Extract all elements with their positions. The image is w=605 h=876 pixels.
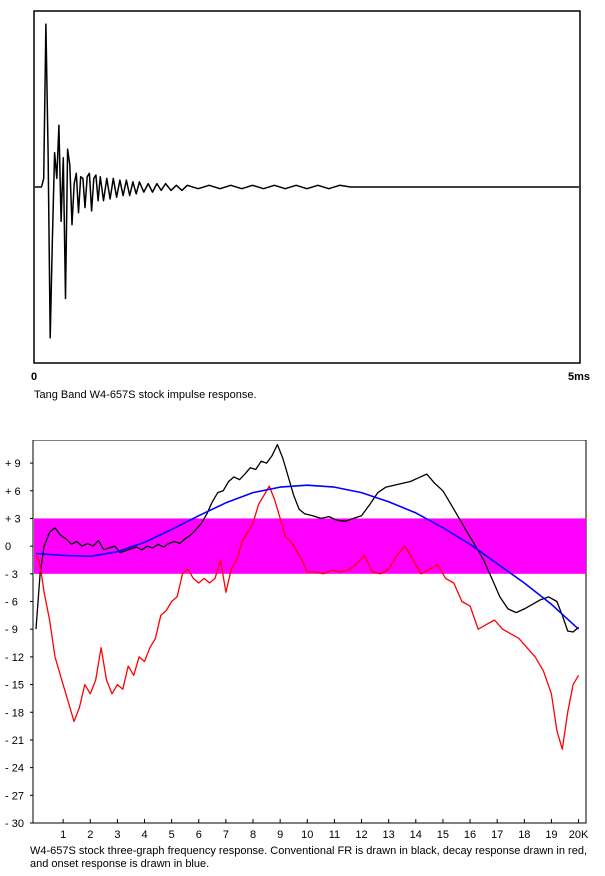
- x-tick-label: 9: [277, 829, 283, 841]
- x-tick-label: 4: [141, 829, 147, 841]
- y-tick-label: - 21: [5, 735, 24, 747]
- impulse-x-start-label: 0: [31, 371, 38, 383]
- y-tick-label: - 9: [5, 624, 18, 636]
- x-tick-label: 5: [169, 829, 175, 841]
- y-tick-label: - 15: [5, 680, 24, 692]
- y-tick-label: - 3: [5, 569, 18, 581]
- x-tick-label: 12: [355, 829, 367, 841]
- x-tick-label: 20K: [569, 829, 589, 841]
- y-tick-label: - 18: [5, 707, 24, 719]
- tolerance-band: [34, 518, 586, 574]
- decay-response-line: [35, 485, 580, 750]
- y-tick-label: + 3: [5, 513, 21, 525]
- x-tick-label: 10: [301, 829, 313, 841]
- y-tick-label: - 24: [5, 763, 24, 775]
- freq-plot-background: [32, 440, 587, 824]
- frequency-caption: W4-657S stock three-graph frequency resp…: [30, 845, 588, 870]
- impulse-caption: Tang Band W4-657S stock impulse response…: [34, 389, 257, 401]
- y-tick-label: - 30: [5, 818, 24, 830]
- y-tick-label: + 9: [5, 458, 21, 470]
- x-tick-label: 2: [87, 829, 93, 841]
- impulse-x-end-label: 5ms: [568, 371, 591, 383]
- x-tick-label: 16: [464, 829, 476, 841]
- y-tick-label: - 27: [5, 790, 24, 802]
- impulse-series-line: [35, 23, 579, 339]
- frequency-response-line: [35, 443, 580, 633]
- x-tick-label: 8: [250, 829, 256, 841]
- x-tick-label: 19: [545, 829, 557, 841]
- x-tick-label: 14: [410, 829, 422, 841]
- x-tick-label: 15: [437, 829, 449, 841]
- x-tick-label: 3: [114, 829, 120, 841]
- x-tick-label: 18: [518, 829, 530, 841]
- x-tick-label: 13: [383, 829, 395, 841]
- y-tick-label: 0: [5, 541, 11, 553]
- y-tick-label: + 6: [5, 486, 21, 498]
- frequency-response-chart: + 9 + 6 + 3 0 - 3 - 6 - 9 - 12 - 15 - 18 - 21 - 24 -…: [5, 440, 589, 841]
- x-tick-label: 6: [196, 829, 202, 841]
- y-tick-label: - 12: [5, 652, 24, 664]
- x-tick-label: 1: [60, 829, 66, 841]
- onset-response-line: [35, 484, 580, 630]
- y-tick-label: - 6: [5, 597, 18, 609]
- x-tick-label: 11: [329, 829, 340, 841]
- impulse-response-chart: [33, 10, 581, 364]
- x-tick-label: 17: [491, 829, 503, 841]
- x-tick-label: 7: [223, 829, 229, 841]
